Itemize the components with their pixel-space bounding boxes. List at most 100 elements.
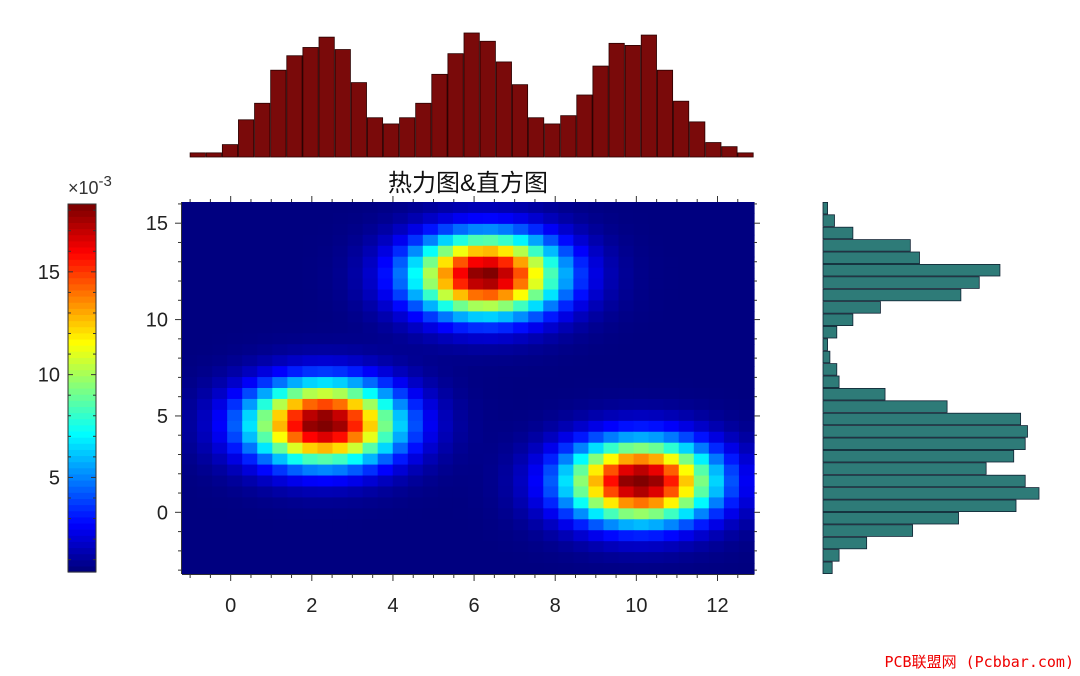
heatmap-cell (272, 541, 288, 553)
heatmap-cell (528, 245, 544, 258)
x-tick-label: 4 (387, 595, 398, 617)
heatmap-cell (197, 475, 213, 488)
heatmap-cell (272, 212, 288, 225)
right-histogram-bar (822, 214, 835, 227)
heatmap-cell (663, 289, 680, 302)
heatmap-cell (738, 322, 755, 334)
heatmap-cell (528, 278, 544, 291)
heatmap-cell (257, 486, 273, 499)
heatmap-cell (392, 442, 409, 455)
heatmap-cell (738, 202, 755, 214)
heatmap-cell (513, 355, 529, 367)
heatmap-cell (723, 256, 740, 269)
heatmap-cell (257, 300, 273, 313)
heatmap-cell (513, 256, 529, 269)
colorbar-segment (68, 529, 96, 536)
heatmap-cell (738, 398, 755, 411)
heatmap-cell (437, 442, 454, 455)
heatmap-cell (633, 223, 650, 236)
heatmap-cell (543, 388, 559, 400)
heatmap-cell (498, 377, 514, 389)
heatmap-cell (498, 497, 514, 509)
heatmap-cell (693, 344, 710, 356)
heatmap-cell (573, 453, 590, 466)
heatmap-cell (543, 344, 559, 356)
heatmap-cell (483, 497, 499, 509)
heatmap-cell (483, 486, 499, 499)
heatmap-cell (407, 377, 424, 389)
heatmap-cell (558, 519, 574, 531)
heatmap-cell (227, 486, 243, 499)
heatmap-cell (422, 344, 439, 356)
heatmap-cell (287, 486, 304, 499)
heatmap-cell (362, 563, 379, 575)
top-histogram-bar (270, 69, 287, 158)
heatmap-cell (468, 377, 484, 389)
heatmap-cell (678, 202, 695, 214)
heatmap-cell (377, 355, 394, 367)
heatmap-cell (227, 453, 243, 466)
heatmap-cell (618, 464, 635, 477)
heatmap-cell (738, 475, 755, 488)
heatmap-cell (407, 388, 424, 400)
heatmap-cell (528, 563, 544, 575)
heatmap-cell (603, 453, 620, 466)
heatmap-cell (197, 289, 213, 302)
heatmap-cell (558, 333, 574, 345)
heatmap-cell (242, 366, 258, 378)
heatmap-cell (618, 431, 635, 444)
heatmap-cell (468, 453, 484, 466)
heatmap-cell (618, 311, 635, 323)
heatmap-cell (242, 519, 258, 531)
heatmap-cell (513, 508, 529, 520)
heatmap-cell (603, 256, 620, 269)
right-histogram-bar (822, 549, 840, 562)
heatmap-cell (543, 289, 559, 302)
heatmap-cell (708, 497, 725, 509)
heatmap-cell (663, 245, 680, 258)
heatmap-cell (543, 355, 559, 367)
heatmap-cell (242, 464, 258, 477)
heatmap-cell (362, 420, 379, 433)
heatmap-cell (633, 333, 650, 345)
heatmap-cell (483, 355, 499, 367)
heatmap-cell (197, 311, 213, 323)
heatmap-cell (588, 398, 605, 411)
heatmap-cell (227, 508, 243, 520)
heatmap-cell (437, 366, 454, 378)
heatmap-cell (377, 563, 394, 575)
heatmap-cell (648, 431, 665, 444)
colorbar-segment (68, 234, 96, 242)
heatmap-cell (257, 398, 273, 411)
heatmap-cell (468, 541, 484, 553)
heatmap-cell (197, 278, 213, 291)
heatmap-cell (618, 530, 635, 542)
heatmap-cell (648, 541, 665, 553)
heatmap-cell (362, 245, 379, 258)
heatmap-cell (422, 563, 439, 575)
heatmap-cell (633, 442, 650, 455)
heatmap-axes: 0 2 4 6 8 10 12 0 5 10 15 (146, 196, 760, 617)
heatmap-cell (543, 377, 559, 389)
heatmap-cell (513, 519, 529, 531)
heatmap-cell (242, 541, 258, 553)
right-histogram-bar (822, 449, 1015, 463)
heatmap-cell (498, 409, 514, 422)
heatmap-cell (197, 245, 213, 258)
heatmap-cell (257, 202, 273, 214)
top-histogram-bar (495, 61, 512, 158)
heatmap-cell (422, 256, 439, 269)
heatmap-cell (663, 420, 680, 433)
colorbar-segment (68, 283, 96, 291)
heatmap-cell (693, 519, 710, 531)
colorbar-segment (68, 424, 96, 432)
heatmap-cell (558, 453, 574, 466)
top-histogram-bar (447, 53, 464, 158)
heatmap-cell (603, 563, 620, 575)
heatmap-cell (392, 420, 409, 433)
heatmap-cell (603, 267, 620, 280)
heatmap-cell (588, 311, 605, 323)
heatmap-cell (437, 267, 454, 280)
heatmap-cell (407, 234, 424, 247)
heatmap-cell (437, 202, 454, 214)
